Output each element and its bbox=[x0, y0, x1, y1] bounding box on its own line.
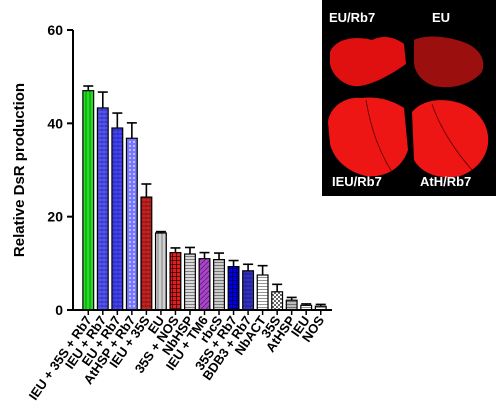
leaf-image-inset: EU/Rb7 EU IEU/Rb7 AtH/Rb7 bbox=[322, 0, 496, 196]
bar-group bbox=[227, 259, 240, 311]
bar-pattern bbox=[111, 127, 124, 311]
bar-pattern bbox=[154, 232, 167, 311]
bar-pattern bbox=[169, 252, 182, 311]
bar-pattern bbox=[125, 137, 138, 311]
bar-group bbox=[154, 230, 167, 311]
leaf-bottom-right bbox=[412, 100, 489, 178]
bar-group bbox=[256, 264, 269, 311]
bar-pattern bbox=[140, 196, 153, 311]
bar-pattern bbox=[271, 291, 284, 311]
bar-pattern bbox=[82, 90, 95, 311]
y-tick-label: 40 bbox=[47, 115, 63, 131]
bar-group bbox=[271, 283, 284, 311]
bar-pattern bbox=[285, 299, 298, 311]
inset-label-eu-rb7: EU/Rb7 bbox=[329, 10, 376, 25]
inset-label-ieu-rb7: IEU/Rb7 bbox=[332, 174, 382, 189]
bar-group bbox=[242, 263, 255, 311]
y-tick-label: 20 bbox=[47, 209, 63, 225]
bar-pattern bbox=[242, 270, 255, 311]
bar-pattern bbox=[227, 266, 240, 311]
bar-group bbox=[111, 112, 124, 311]
bar-group bbox=[198, 251, 211, 311]
y-tick-label: 60 bbox=[47, 22, 63, 38]
bar-pattern bbox=[198, 258, 211, 311]
bar-group bbox=[125, 122, 138, 311]
inset-label-eu: EU bbox=[432, 10, 451, 25]
leaf-top-left bbox=[330, 37, 406, 87]
bars bbox=[82, 85, 327, 311]
bar-group bbox=[82, 85, 95, 311]
bar-group bbox=[96, 91, 109, 311]
leaf-top-right bbox=[414, 36, 484, 88]
bar-pattern bbox=[96, 107, 109, 311]
leaf-bottom-left bbox=[328, 97, 408, 177]
bar-group bbox=[213, 252, 226, 311]
y-tick-label: 0 bbox=[55, 302, 63, 318]
bar-group bbox=[169, 247, 182, 311]
y-axis: 0 20 40 60 bbox=[47, 22, 74, 318]
bar-group bbox=[183, 246, 196, 311]
bar-group bbox=[140, 183, 153, 311]
bar-pattern bbox=[213, 259, 226, 311]
inset-label-ath-rb7: AtH/Rb7 bbox=[420, 174, 472, 189]
y-axis-label: Relative DsR production bbox=[11, 83, 28, 257]
bar-pattern bbox=[183, 253, 196, 311]
bar-pattern bbox=[256, 274, 269, 311]
bar-group bbox=[285, 296, 298, 311]
